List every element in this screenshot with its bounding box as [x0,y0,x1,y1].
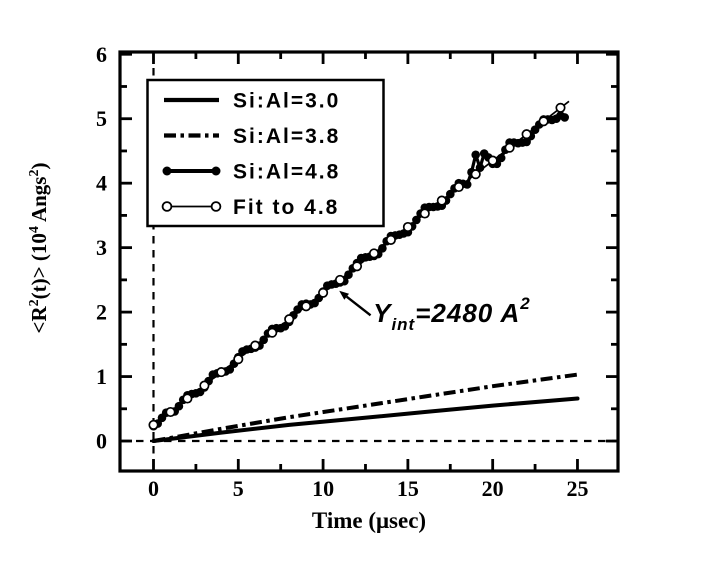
legend-sample-filled-circle [211,166,221,176]
series-fit48-marker [165,406,176,418]
series-fit48-marker [250,340,261,351]
series-si48-marker [344,270,353,280]
legend-sample-open-circle [210,201,222,212]
x-tick-label: 10 [312,476,334,501]
legend-sample-open-circle [161,201,173,212]
series-fit48-marker [182,393,193,404]
series-si30-line [151,396,580,443]
series-fit48-marker [470,169,481,180]
legend-sample-filled-circle [162,166,172,176]
x-tick-label: 0 [148,476,159,501]
series-si48-marker [471,150,481,160]
legend-label: Fit to 4.8 [233,196,339,219]
series-fit48-marker [402,221,413,233]
x-tick-label: 5 [233,476,244,501]
series-fit48-marker [521,129,532,140]
plot-frame [118,50,620,473]
annotation-yint-text: Yint=2480 A2 [373,294,531,334]
x-tick-label: 25 [566,476,588,501]
x-tick-label: 20 [482,476,504,501]
y-tick-label: 4 [96,171,107,196]
series-fit48-marker [284,314,295,325]
series-fit48-marker [385,234,396,245]
annotation-arrow-head [339,290,349,300]
annotation-arrow-line [345,295,372,317]
series-fit48-marker [555,102,566,113]
series-fit48-marker [318,287,329,298]
x-tick-label: 15 [397,476,419,501]
legend-box [146,78,385,228]
series-fit48-marker [301,301,312,312]
y-tick-label: 3 [96,235,107,260]
legend-label: Si:Al=3.8 [233,125,340,148]
series-fit48-marker [538,116,549,127]
series-si48-marker [560,113,569,122]
series-fit48-marker [267,327,278,338]
series-fit48-marker [148,419,159,430]
series-si38-line [153,372,578,443]
series-fit48-marker [233,354,244,365]
x-axis-title: Time (μsec) [312,508,426,533]
legend-label: Si:Al=4.8 [233,161,340,184]
series-fit48-marker [351,261,363,272]
series-fit48-marker [199,380,210,391]
series-fit48-marker [334,274,346,285]
series-fit48-marker [504,142,515,153]
y-tick-label: 5 [96,106,107,131]
series-fit48-marker [487,155,498,166]
y-tick-label: 1 [96,364,107,389]
y-tick-label: 0 [96,429,107,454]
series-si48-marker [378,244,387,253]
series-fit48-marker [368,248,380,259]
series-fit48-marker [453,181,464,193]
legend-label: Si:Al=3.0 [233,90,340,113]
series-fit48-marker [419,208,430,219]
y-tick-label: 2 [96,300,107,325]
y-tick-label: 6 [96,42,107,67]
y-axis-title: <R2(t)> (104 Angs2) [27,163,51,334]
series-fit48-marker [436,195,447,206]
series-fit48-marker [216,367,227,378]
